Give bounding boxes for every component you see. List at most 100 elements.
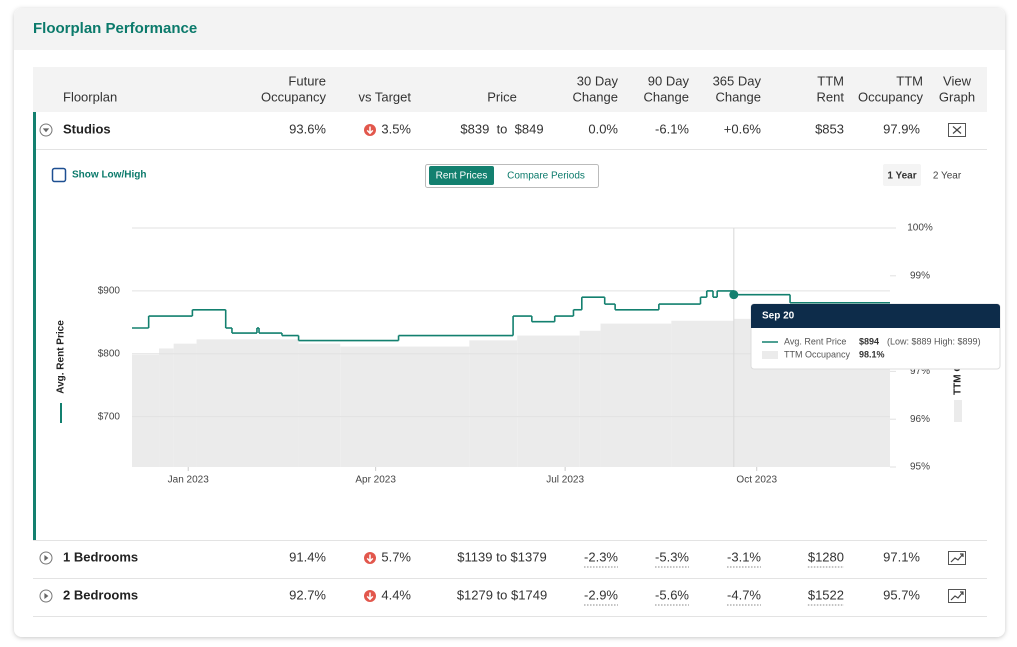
y2-tick-label: 95% xyxy=(910,462,930,473)
tooltip: Sep 20 Avg. Rent Price $894 (Low: $889 High… xyxy=(750,303,1001,370)
table-cell: $839 to $849 xyxy=(460,121,543,136)
column-header: 365 Day xyxy=(713,73,762,88)
table-cell: $1139 to $1379 xyxy=(457,549,546,564)
expand-arrow xyxy=(44,593,49,599)
column-header: Occupancy xyxy=(858,89,924,104)
highlight-point xyxy=(729,290,739,300)
x-tick-label: Apr 2023 xyxy=(355,475,396,486)
column-header: View xyxy=(943,73,972,88)
table-header xyxy=(33,67,987,112)
period-label[interactable]: 1 Year xyxy=(887,171,916,182)
mode-label[interactable]: Compare Periods xyxy=(507,171,585,182)
table-cell: $853 xyxy=(815,121,844,136)
y-tick-label: $900 xyxy=(98,286,121,297)
column-header: Change xyxy=(715,89,761,104)
view-graph-button[interactable] xyxy=(948,589,966,603)
x-tick-label: Jul 2023 xyxy=(546,475,584,486)
tooltip-value: 98.1% xyxy=(859,349,885,359)
column-header: TTM xyxy=(817,73,844,88)
table-cell: +0.6% xyxy=(724,121,762,136)
column-header: Future xyxy=(288,73,326,88)
tooltip-date: Sep 20 xyxy=(762,311,795,322)
table-cell: -6.1% xyxy=(655,121,689,136)
table-cell: 5.7% xyxy=(381,549,411,564)
table-cell: 92.7% xyxy=(289,587,326,602)
y2-tick-label: 99% xyxy=(910,270,930,281)
table-cell: -5.3% xyxy=(655,549,689,564)
close-icon xyxy=(952,126,962,134)
y2-tick-label: 96% xyxy=(910,414,930,425)
view-graph-button[interactable] xyxy=(948,551,966,565)
occupancy-area xyxy=(159,348,174,467)
occupancy-area xyxy=(132,354,160,467)
occupancy-area xyxy=(298,343,341,467)
table-cell: 93.6% xyxy=(289,121,326,136)
x-tick-label: Jan 2023 xyxy=(168,475,210,486)
occupancy-area xyxy=(469,340,518,467)
column-header: vs Target xyxy=(358,89,411,104)
table-cell: -3.1% xyxy=(727,549,761,564)
occupancy-area xyxy=(340,346,470,467)
column-header: 90 Day xyxy=(648,73,690,88)
y2-tick-label: 100% xyxy=(907,223,933,234)
checkbox-label[interactable]: Show Low/High xyxy=(72,170,146,181)
y2-tick-label: 97% xyxy=(910,366,930,377)
column-header: Change xyxy=(572,89,618,104)
card-header xyxy=(14,8,1005,50)
floorplan-name: Studios xyxy=(63,121,111,136)
down-arrow xyxy=(366,126,374,135)
tooltip-header xyxy=(751,304,1000,328)
mode-label[interactable]: Rent Prices xyxy=(436,171,488,182)
table-cell: -2.9% xyxy=(584,587,618,602)
tooltip-range: (Low: $889 High: $899) xyxy=(887,336,981,346)
expand-arrow xyxy=(44,555,49,561)
column-header: TTM xyxy=(896,73,923,88)
period-button-active[interactable] xyxy=(883,164,921,186)
mode-button-active[interactable] xyxy=(429,166,494,185)
table-cell: 3.5% xyxy=(381,121,411,136)
y-tick-label: $800 xyxy=(98,348,121,359)
floorplan-name: 1 Bedrooms xyxy=(63,549,138,564)
tooltip-label: TTM Occupancy xyxy=(784,349,851,359)
table-cell: 4.4% xyxy=(381,587,411,602)
period-label[interactable]: 2 Year xyxy=(933,171,962,182)
table-cell: $1522 xyxy=(808,587,844,602)
graph-icon xyxy=(950,591,964,601)
graph-icon xyxy=(950,553,964,563)
down-arrow xyxy=(366,592,374,601)
occupancy-area xyxy=(579,330,601,467)
occupancy-area xyxy=(196,339,299,467)
occupancy-area xyxy=(517,335,580,467)
column-header: Floorplan xyxy=(63,89,117,104)
occupancy-area xyxy=(671,320,734,467)
table-cell: 0.0% xyxy=(588,121,618,136)
down-arrow xyxy=(366,554,374,563)
table-cell: 91.4% xyxy=(289,549,326,564)
card xyxy=(14,8,1005,637)
table-cell: -4.7% xyxy=(727,587,761,602)
tooltip-value: $894 xyxy=(859,336,879,346)
occupancy-area xyxy=(600,323,672,467)
column-header: Graph xyxy=(939,89,975,104)
x-tick-label: Oct 2023 xyxy=(736,475,777,486)
floorplan-name: 2 Bedrooms xyxy=(63,587,138,602)
expanded-border xyxy=(33,112,36,540)
table-cell: $1280 xyxy=(808,549,844,564)
card-title: Floorplan Performance xyxy=(33,20,197,37)
column-header: Occupancy xyxy=(261,89,327,104)
table-cell: 95.7% xyxy=(883,587,920,602)
table-cell: -2.3% xyxy=(584,549,618,564)
tooltip-swatch-area xyxy=(762,351,778,359)
y-tick-label: $700 xyxy=(98,411,121,422)
column-header: Price xyxy=(487,89,517,104)
legend-swatch xyxy=(954,400,962,422)
occupancy-area xyxy=(173,343,197,467)
y-axis-label: Avg. Rent Price xyxy=(56,320,67,394)
expand-arrow xyxy=(42,128,50,133)
column-header: Change xyxy=(643,89,689,104)
table-cell: 97.1% xyxy=(883,549,920,564)
checkbox[interactable] xyxy=(51,167,67,183)
